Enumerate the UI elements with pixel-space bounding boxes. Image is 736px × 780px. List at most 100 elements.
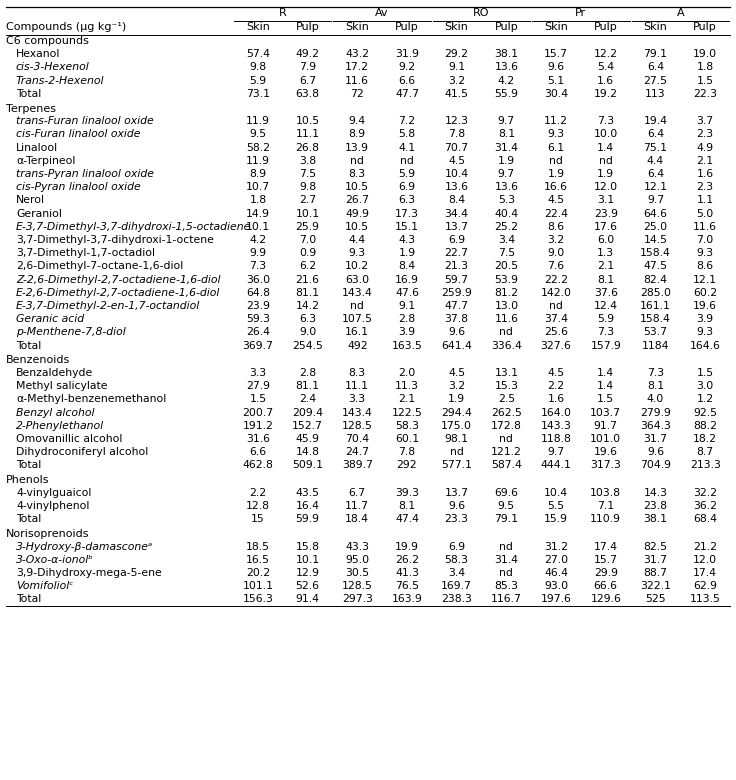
Text: 7.5: 7.5 bbox=[498, 248, 515, 258]
Text: 25.0: 25.0 bbox=[643, 222, 668, 232]
Text: 1.9: 1.9 bbox=[498, 156, 515, 166]
Text: 8.4: 8.4 bbox=[448, 196, 465, 205]
Text: 158.4: 158.4 bbox=[640, 248, 671, 258]
Text: 2.4: 2.4 bbox=[299, 395, 316, 404]
Text: Total: Total bbox=[16, 460, 41, 470]
Text: 2.8: 2.8 bbox=[299, 368, 316, 378]
Text: Nerol: Nerol bbox=[16, 196, 45, 205]
Text: 11.7: 11.7 bbox=[345, 501, 369, 511]
Text: 19.2: 19.2 bbox=[594, 89, 618, 99]
Text: 8.1: 8.1 bbox=[597, 275, 615, 285]
Text: 32.2: 32.2 bbox=[693, 488, 717, 498]
Text: 16.6: 16.6 bbox=[544, 183, 568, 192]
Text: 7.2: 7.2 bbox=[398, 116, 416, 126]
Text: 47.7: 47.7 bbox=[395, 89, 419, 99]
Text: 57.4: 57.4 bbox=[246, 49, 270, 59]
Text: 9.2: 9.2 bbox=[398, 62, 416, 73]
Text: 23.9: 23.9 bbox=[594, 208, 618, 218]
Text: Pulp: Pulp bbox=[296, 22, 319, 32]
Text: 59.9: 59.9 bbox=[296, 514, 319, 524]
Text: 6.7: 6.7 bbox=[349, 488, 366, 498]
Text: 1.8: 1.8 bbox=[696, 62, 714, 73]
Text: 37.6: 37.6 bbox=[594, 288, 618, 298]
Text: 95.0: 95.0 bbox=[345, 555, 369, 565]
Text: 22.7: 22.7 bbox=[445, 248, 469, 258]
Text: 7.3: 7.3 bbox=[597, 328, 615, 338]
Text: 16.4: 16.4 bbox=[296, 501, 319, 511]
Text: 19.4: 19.4 bbox=[643, 116, 668, 126]
Text: 285.0: 285.0 bbox=[640, 288, 671, 298]
Text: 118.8: 118.8 bbox=[541, 434, 571, 444]
Text: 525: 525 bbox=[645, 594, 666, 604]
Text: 143.4: 143.4 bbox=[342, 288, 372, 298]
Text: 53.9: 53.9 bbox=[495, 275, 518, 285]
Text: 12.0: 12.0 bbox=[594, 183, 618, 192]
Text: 58.3: 58.3 bbox=[445, 555, 469, 565]
Text: 52.6: 52.6 bbox=[296, 581, 319, 591]
Text: 13.7: 13.7 bbox=[445, 488, 469, 498]
Text: 25.9: 25.9 bbox=[296, 222, 319, 232]
Text: 40.4: 40.4 bbox=[495, 208, 518, 218]
Text: 9.3: 9.3 bbox=[349, 248, 366, 258]
Text: Norisoprenoids: Norisoprenoids bbox=[6, 529, 90, 539]
Text: Pulp: Pulp bbox=[395, 22, 419, 32]
Text: 38.1: 38.1 bbox=[643, 514, 668, 524]
Text: 163.5: 163.5 bbox=[392, 341, 422, 350]
Text: 36.2: 36.2 bbox=[693, 501, 717, 511]
Text: 10.5: 10.5 bbox=[295, 116, 319, 126]
Text: 5.9: 5.9 bbox=[250, 76, 266, 86]
Text: 2.5: 2.5 bbox=[498, 395, 515, 404]
Text: 113.5: 113.5 bbox=[690, 594, 721, 604]
Text: Hexanol: Hexanol bbox=[16, 49, 60, 59]
Text: 9.9: 9.9 bbox=[250, 248, 266, 258]
Text: 98.1: 98.1 bbox=[445, 434, 469, 444]
Text: Pulp: Pulp bbox=[495, 22, 518, 32]
Text: 7.3: 7.3 bbox=[250, 261, 266, 271]
Text: α-Terpineol: α-Terpineol bbox=[16, 156, 75, 166]
Text: 317.3: 317.3 bbox=[590, 460, 621, 470]
Text: 128.5: 128.5 bbox=[342, 581, 372, 591]
Text: Vomifoliolᶜ: Vomifoliolᶜ bbox=[16, 581, 74, 591]
Text: nd: nd bbox=[450, 447, 464, 457]
Text: 0.9: 0.9 bbox=[299, 248, 316, 258]
Text: cis-Pyran linalool oxide: cis-Pyran linalool oxide bbox=[16, 183, 141, 192]
Text: 254.5: 254.5 bbox=[292, 341, 323, 350]
Text: 41.3: 41.3 bbox=[395, 568, 419, 578]
Text: 12.4: 12.4 bbox=[594, 301, 618, 311]
Text: 169.7: 169.7 bbox=[441, 581, 472, 591]
Text: 12.8: 12.8 bbox=[246, 501, 270, 511]
Text: 17.4: 17.4 bbox=[693, 568, 717, 578]
Text: 59.7: 59.7 bbox=[445, 275, 469, 285]
Text: Total: Total bbox=[16, 594, 41, 604]
Text: 47.7: 47.7 bbox=[445, 301, 469, 311]
Text: 5.5: 5.5 bbox=[548, 501, 565, 511]
Text: 60.2: 60.2 bbox=[693, 288, 717, 298]
Text: 31.7: 31.7 bbox=[643, 434, 668, 444]
Text: 6.3: 6.3 bbox=[299, 314, 316, 324]
Text: 14.8: 14.8 bbox=[296, 447, 319, 457]
Text: 31.2: 31.2 bbox=[544, 541, 568, 551]
Text: 5.9: 5.9 bbox=[398, 169, 416, 179]
Text: 11.1: 11.1 bbox=[296, 129, 319, 140]
Text: 55.9: 55.9 bbox=[495, 89, 518, 99]
Text: E-2,6-Dimethyl-2,7-octadiene-1,6-diol: E-2,6-Dimethyl-2,7-octadiene-1,6-diol bbox=[16, 288, 220, 298]
Text: 13.0: 13.0 bbox=[495, 301, 518, 311]
Text: 18.5: 18.5 bbox=[246, 541, 270, 551]
Text: 161.1: 161.1 bbox=[640, 301, 671, 311]
Text: 69.6: 69.6 bbox=[495, 488, 518, 498]
Text: 1184: 1184 bbox=[642, 341, 669, 350]
Text: nd: nd bbox=[500, 328, 513, 338]
Text: Av: Av bbox=[375, 8, 389, 18]
Text: Benzaldehyde: Benzaldehyde bbox=[16, 368, 93, 378]
Text: 4.5: 4.5 bbox=[448, 368, 465, 378]
Text: 10.1: 10.1 bbox=[295, 555, 319, 565]
Text: 1.8: 1.8 bbox=[250, 196, 266, 205]
Text: 38.1: 38.1 bbox=[495, 49, 518, 59]
Text: 10.5: 10.5 bbox=[345, 183, 369, 192]
Text: 66.6: 66.6 bbox=[594, 581, 618, 591]
Text: 1.2: 1.2 bbox=[696, 395, 714, 404]
Text: 6.2: 6.2 bbox=[299, 261, 316, 271]
Text: 47.5: 47.5 bbox=[643, 261, 668, 271]
Text: 172.8: 172.8 bbox=[491, 420, 522, 431]
Text: 3.2: 3.2 bbox=[448, 381, 465, 392]
